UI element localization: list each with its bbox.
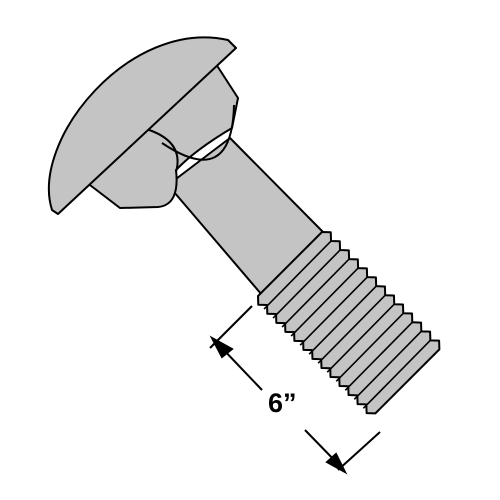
thread-line: [317, 294, 386, 364]
thread-line: [281, 258, 350, 328]
extension-line-bottom: [337, 431, 381, 471]
bolt-body: [47, 36, 324, 296]
dimension-arrowhead-bottom: [325, 452, 348, 475]
thread-line: [263, 240, 332, 310]
neck-ridge-upper: [161, 104, 235, 161]
bolt-domed-head: [47, 36, 237, 215]
thread-line: [308, 285, 377, 355]
length-dimension: 6”: [209, 305, 381, 475]
thread-line: [353, 330, 422, 400]
thread-line: [299, 276, 368, 346]
bolt-threads: [257, 231, 441, 415]
dimension-arrowhead-top: [209, 335, 234, 359]
thread-line: [335, 312, 404, 382]
dimension-label: 6”: [268, 388, 297, 418]
thread-line: [326, 303, 395, 373]
thread-line: [272, 249, 341, 319]
thread-line: [290, 267, 359, 337]
neck-ridge-lower: [142, 127, 179, 173]
thread-line: [344, 321, 413, 391]
thread-line: [362, 339, 431, 409]
